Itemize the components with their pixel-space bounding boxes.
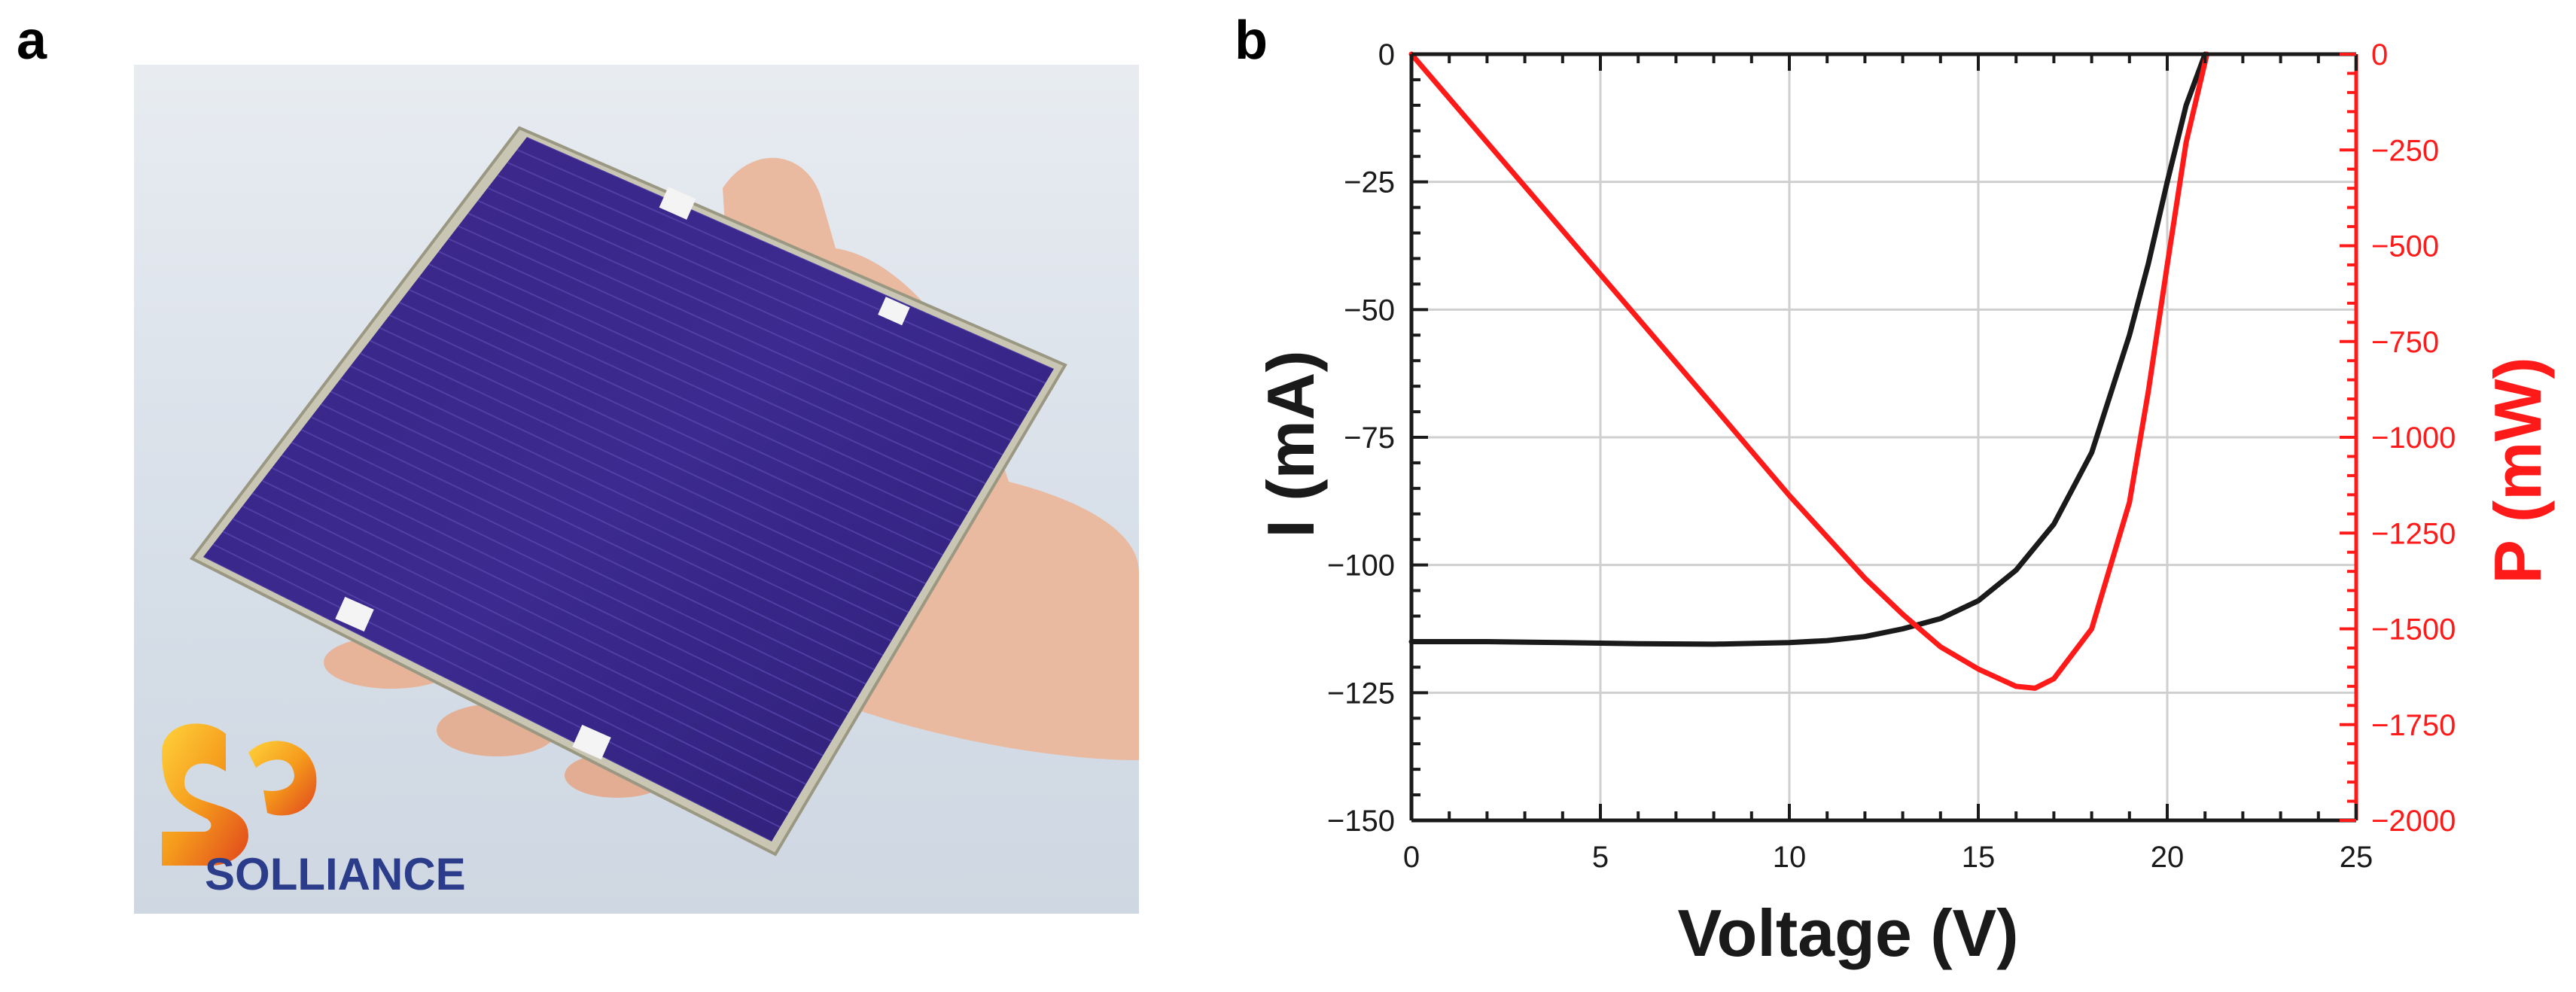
cell-stripe [212, 543, 781, 828]
cell-stripe [448, 238, 986, 485]
cell-stripe [281, 454, 841, 728]
y2-tick-label: −2000 [2371, 805, 2456, 838]
cell-stripe [497, 174, 1029, 413]
cell-stripe [516, 148, 1046, 384]
cell-stripe [242, 505, 806, 785]
cell-stripe [507, 161, 1037, 398]
y2-tick-label: −250 [2371, 134, 2439, 167]
cell-stripe [438, 251, 978, 499]
contact-tab [878, 297, 910, 326]
y2-tick-label: −1000 [2371, 421, 2456, 455]
module-active-area [203, 137, 1054, 841]
cell-stripe [320, 403, 875, 671]
cell-stripe [428, 263, 969, 513]
cell-stripe [251, 492, 815, 771]
y-tick-label: −125 [1327, 677, 1395, 710]
cell-stripe [467, 212, 1003, 456]
cell-stripe [261, 479, 824, 756]
y2-axis-label: P (mW) [2480, 357, 2555, 583]
y-tick-label: −50 [1344, 294, 1395, 327]
cell-stripe [419, 276, 961, 528]
contact-tab [659, 187, 696, 220]
cell-stripe [360, 352, 909, 613]
y2-tick-label: −1500 [2371, 613, 2456, 647]
cell-stripe [271, 467, 832, 742]
cell-stripe [340, 378, 892, 642]
cell-stripe [399, 301, 943, 556]
panel-b-letter: b [1235, 11, 1268, 71]
y-tick-label: −150 [1327, 805, 1395, 838]
cell-stripe [458, 225, 994, 470]
cell-stripe [350, 365, 900, 628]
x-tick-label: 25 [2340, 841, 2374, 874]
logo-text: SOLLIANCE [205, 849, 466, 899]
contact-tab [572, 724, 611, 760]
cell-stripe [291, 441, 849, 714]
cell-stripe [222, 531, 790, 814]
x-tick-label: 0 [1403, 841, 1420, 874]
y-tick-label: 0 [1378, 38, 1395, 72]
module-cell-stripes [203, 137, 1054, 841]
cell-stripe [409, 289, 952, 542]
cell-stripe [300, 429, 858, 699]
solliance-logo-icon [162, 723, 317, 866]
panel-a-letter: a [17, 11, 47, 71]
cell-stripe [487, 187, 1020, 428]
cell-stripe [232, 518, 798, 799]
y-tick-label: −25 [1344, 166, 1395, 199]
cell-stripe [389, 314, 935, 571]
cell-stripe [310, 416, 866, 685]
y-tick-label: −100 [1327, 549, 1395, 583]
cell-stripe [330, 391, 884, 656]
y-tick-label: −75 [1344, 421, 1395, 455]
cell-stripe [379, 327, 926, 585]
power-curve [1408, 51, 2210, 691]
cell-stripe [203, 556, 772, 841]
x-tick-label: 5 [1592, 841, 1609, 874]
x-axis-label: Voltage (V) [1677, 896, 2018, 970]
y2-tick-label: −1250 [2371, 517, 2456, 550]
x-tick-label: 15 [1962, 841, 1996, 874]
cell-stripe [477, 199, 1012, 442]
x-tick-label: 20 [2151, 841, 2185, 874]
y2-tick-label: −500 [2371, 230, 2439, 263]
cell-stripe [370, 339, 918, 599]
contact-tab [335, 596, 374, 632]
y2-tick-label: −1750 [2371, 709, 2456, 742]
y2-tick-label: 0 [2371, 38, 2388, 72]
x-tick-label: 10 [1773, 841, 1807, 874]
y-axis-label: I (mA) [1253, 350, 1328, 537]
y2-tick-label: −750 [2371, 326, 2439, 359]
current-curve [1408, 51, 2208, 647]
